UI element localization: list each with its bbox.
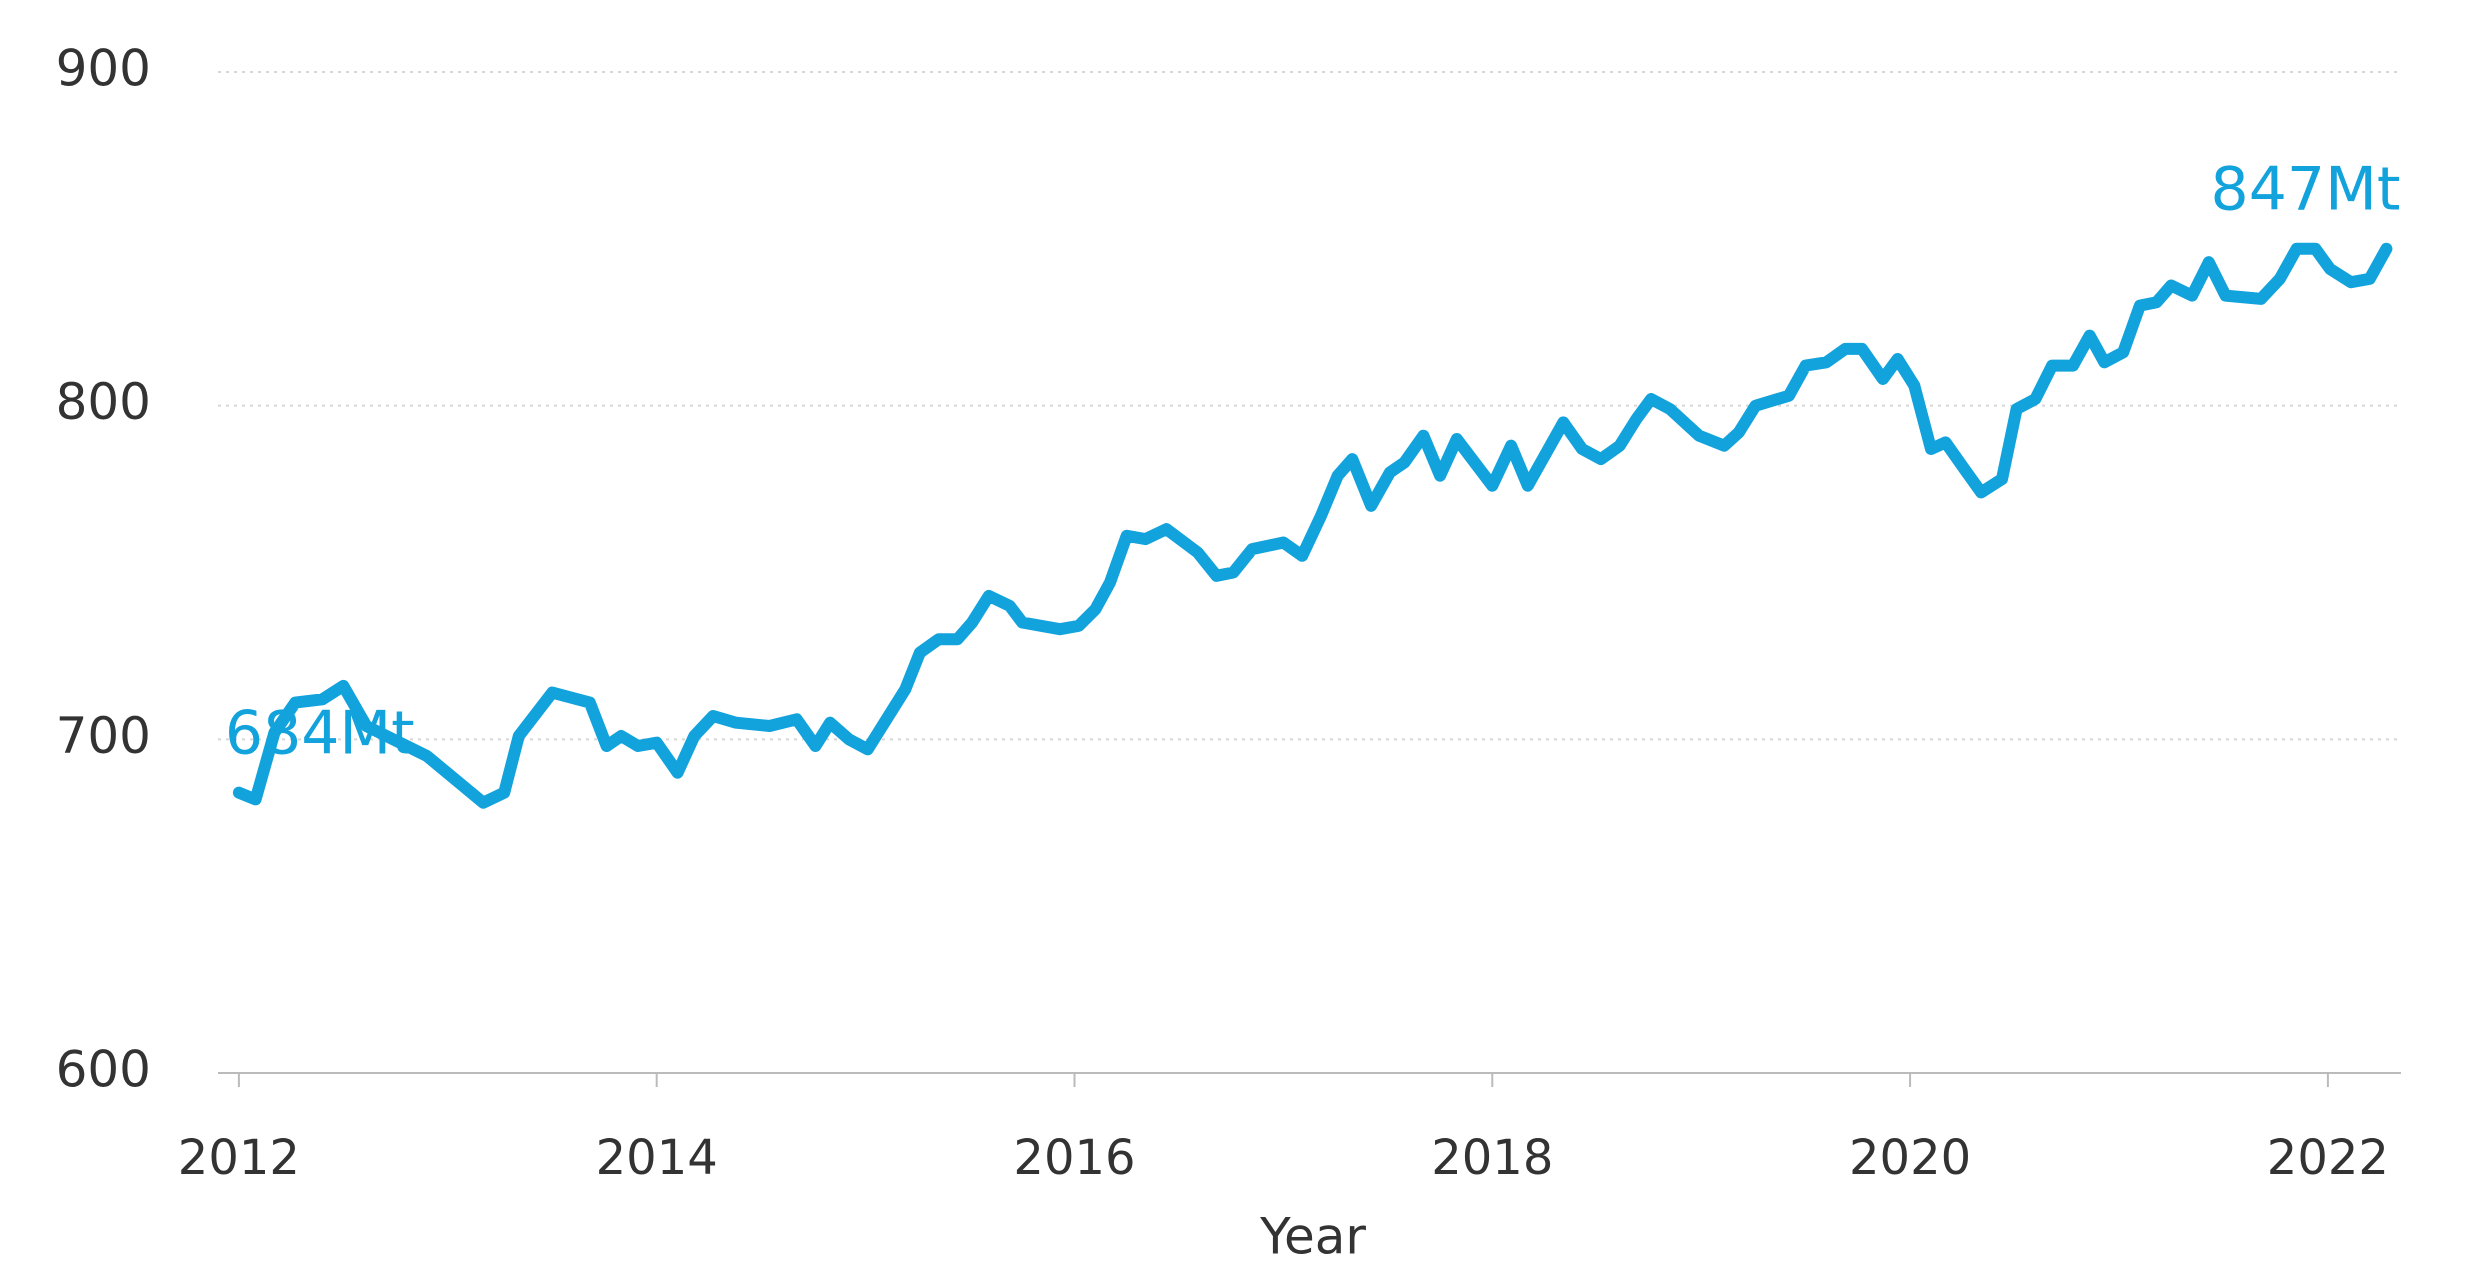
x-tick-label: 2020 — [1849, 1130, 1971, 1186]
data-line — [232, 242, 2393, 809]
x-tick-label: 2016 — [1013, 1130, 1135, 1186]
y-tick-label: 600 — [56, 1041, 151, 1099]
x-axis-label: Year — [1259, 1208, 1366, 1266]
data-label: 684Mt — [225, 698, 415, 768]
data-label: 847Mt — [2211, 154, 2401, 224]
y-tick-label: 700 — [56, 707, 151, 765]
x-tick-label: 2014 — [596, 1130, 718, 1186]
x-tick-label: 2012 — [178, 1130, 300, 1186]
x-tick-label: 2018 — [1431, 1130, 1553, 1186]
y-tick-label: 800 — [56, 373, 151, 431]
y-tick-label: 900 — [56, 40, 151, 98]
x-tick-label: 2022 — [2267, 1130, 2389, 1186]
